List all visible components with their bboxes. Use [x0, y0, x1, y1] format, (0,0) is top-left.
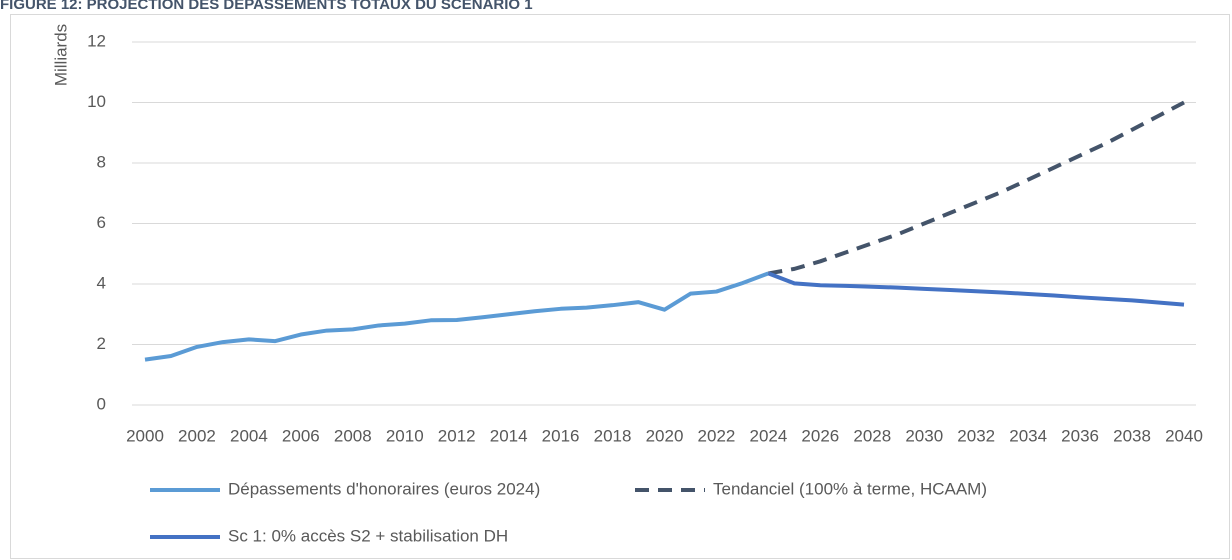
- series-line: [768, 100, 1185, 276]
- y-tick-label: 12: [87, 31, 106, 50]
- x-tick-label: 2020: [646, 426, 684, 445]
- x-tick-label: 2040: [1165, 426, 1203, 445]
- y-tick-label: 6: [97, 213, 106, 232]
- x-tick-label: 2036: [1061, 426, 1099, 445]
- legend-label: Tendanciel (100% à terme, HCAAM): [713, 479, 987, 498]
- x-tick-label: 2026: [801, 426, 839, 445]
- x-tick-label: 2030: [905, 426, 943, 445]
- series-line: [144, 271, 770, 362]
- y-tick-label: 10: [87, 92, 106, 111]
- x-tick-label: 2028: [853, 426, 891, 445]
- y-tick-label: 0: [97, 394, 106, 413]
- x-tick-label: 2016: [542, 426, 580, 445]
- x-tick-label: 2018: [594, 426, 632, 445]
- x-tick-label: 2012: [438, 426, 476, 445]
- x-tick-label: 2008: [334, 426, 372, 445]
- x-tick-label: 2000: [126, 426, 164, 445]
- y-tick-label: 2: [97, 334, 106, 353]
- legend-label: Dépassements d'honoraires (euros 2024): [228, 479, 540, 498]
- x-tick-label: 2032: [957, 426, 995, 445]
- y-tick-label: 4: [97, 273, 106, 292]
- y-tick-label: 8: [97, 152, 106, 171]
- x-tick-label: 2024: [749, 426, 787, 445]
- x-tick-label: 2038: [1113, 426, 1151, 445]
- x-tick-label: 2002: [178, 426, 216, 445]
- series-line: [767, 271, 1185, 307]
- legend-label: Sc 1: 0% accès S2 + stabilisation DH: [228, 526, 508, 545]
- x-tick-label: 2034: [1009, 426, 1047, 445]
- chart-frame: [10, 14, 1230, 559]
- x-tick-label: 2010: [386, 426, 424, 445]
- x-tick-label: 2022: [698, 426, 736, 445]
- y-axis-label: Milliards: [51, 24, 70, 86]
- x-tick-label: 2004: [230, 426, 268, 445]
- x-tick-label: 2006: [282, 426, 320, 445]
- chart-title: FIGURE 12: PROJECTION DES DÉPASSEMENTS T…: [0, 0, 533, 13]
- x-tick-label: 2014: [490, 426, 528, 445]
